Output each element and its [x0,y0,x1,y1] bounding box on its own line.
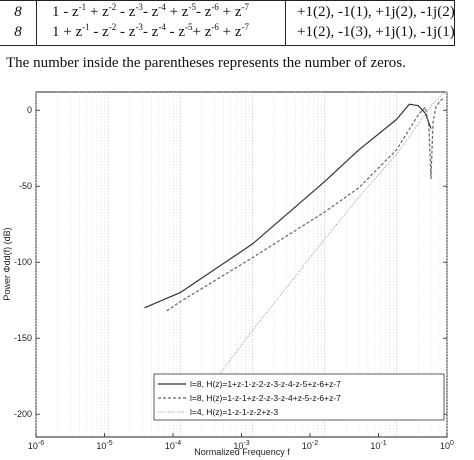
legend-label-2: l=8, H(z)=1-z-1+z-2-z-3-z-4+z-5-z-6+z-7 [190,393,341,403]
series-lines [144,91,447,407]
y-axis: 0 -50 -100 -150 -200 [14,105,447,419]
x-tick-label: 10-4 [165,440,181,451]
table-row: 8 1 + z-1 - z-2 - z-3- z-4 - z-5+ z-6 + … [0,22,474,44]
x-axis-label: Normalized Frequency f [194,447,290,457]
legend-label-1: l=8, H(z)=1+z-1-z-2-z-3-z-4-z-5+z-6+z-7 [190,379,341,389]
row-length: 8 [14,4,22,20]
table-column-divider [36,0,37,46]
y-tick-label: -50 [19,181,32,191]
x-tick-label: 10-6 [28,440,44,451]
legend-label-3: l=4, H(z)=1-z-1-z-2+z-3 [190,407,278,417]
grid-lines [35,92,448,437]
x-tick-label: 10-1 [370,440,386,451]
row-length: 8 [14,24,22,40]
series-line-3 [194,91,447,407]
series-line-2 [166,97,445,312]
row-polynomial: 1 + z-1 - z-2 - z-3- z-4 - z-5+ z-6 + z-… [52,22,249,41]
x-tick-label: 10-3 [233,440,249,451]
row-zeros: +1(2), -1(1), +1j(2), -1j(2) [297,4,455,20]
table-rule-bottom [0,45,455,46]
table-column-divider [454,0,455,46]
y-tick-label: -100 [14,257,32,267]
x-tick-label: 100 [440,440,454,451]
table-column-divider [285,0,286,46]
table-row: 8 1 - z-1 + z-2 - z-3- z-4 + z-5- z-6 + … [0,2,474,24]
y-tick-label: -200 [14,409,32,419]
table-caption: The number inside the parentheses repres… [6,55,406,71]
x-tick-label: 10-2 [302,440,318,451]
row-polynomial: 1 - z-1 + z-2 - z-3- z-4 + z-5- z-6 + z-… [52,2,249,21]
y-tick-label: 0 [27,105,32,115]
table-rule-top [0,0,455,1]
row-zeros: +1(2), -1(3), +1j(1), -1j(1) [297,24,455,40]
x-tick-label: 10-5 [96,440,112,451]
legend: l=8, H(z)=1+z-1-z-2-z-3-z-4-z-5+z-6+z-7 … [153,373,445,421]
y-axis-label: Power Φdd(f) (dB) [2,227,12,300]
x-axis: 10-6 10-5 10-4 10-3 10-2 10-1 100 [28,433,454,451]
legend-box [153,373,445,421]
y-tick-label: -150 [14,333,32,343]
series-line-1 [144,103,432,309]
power-spectrum-chart: 0-50-100-150-200 10-6 10-5 10-4 10-3 10-2 10-… [2,91,454,457]
table-fragment: 8 1 - z-1 + z-2 - z-3- z-4 + z-5- z-6 + … [0,0,474,46]
